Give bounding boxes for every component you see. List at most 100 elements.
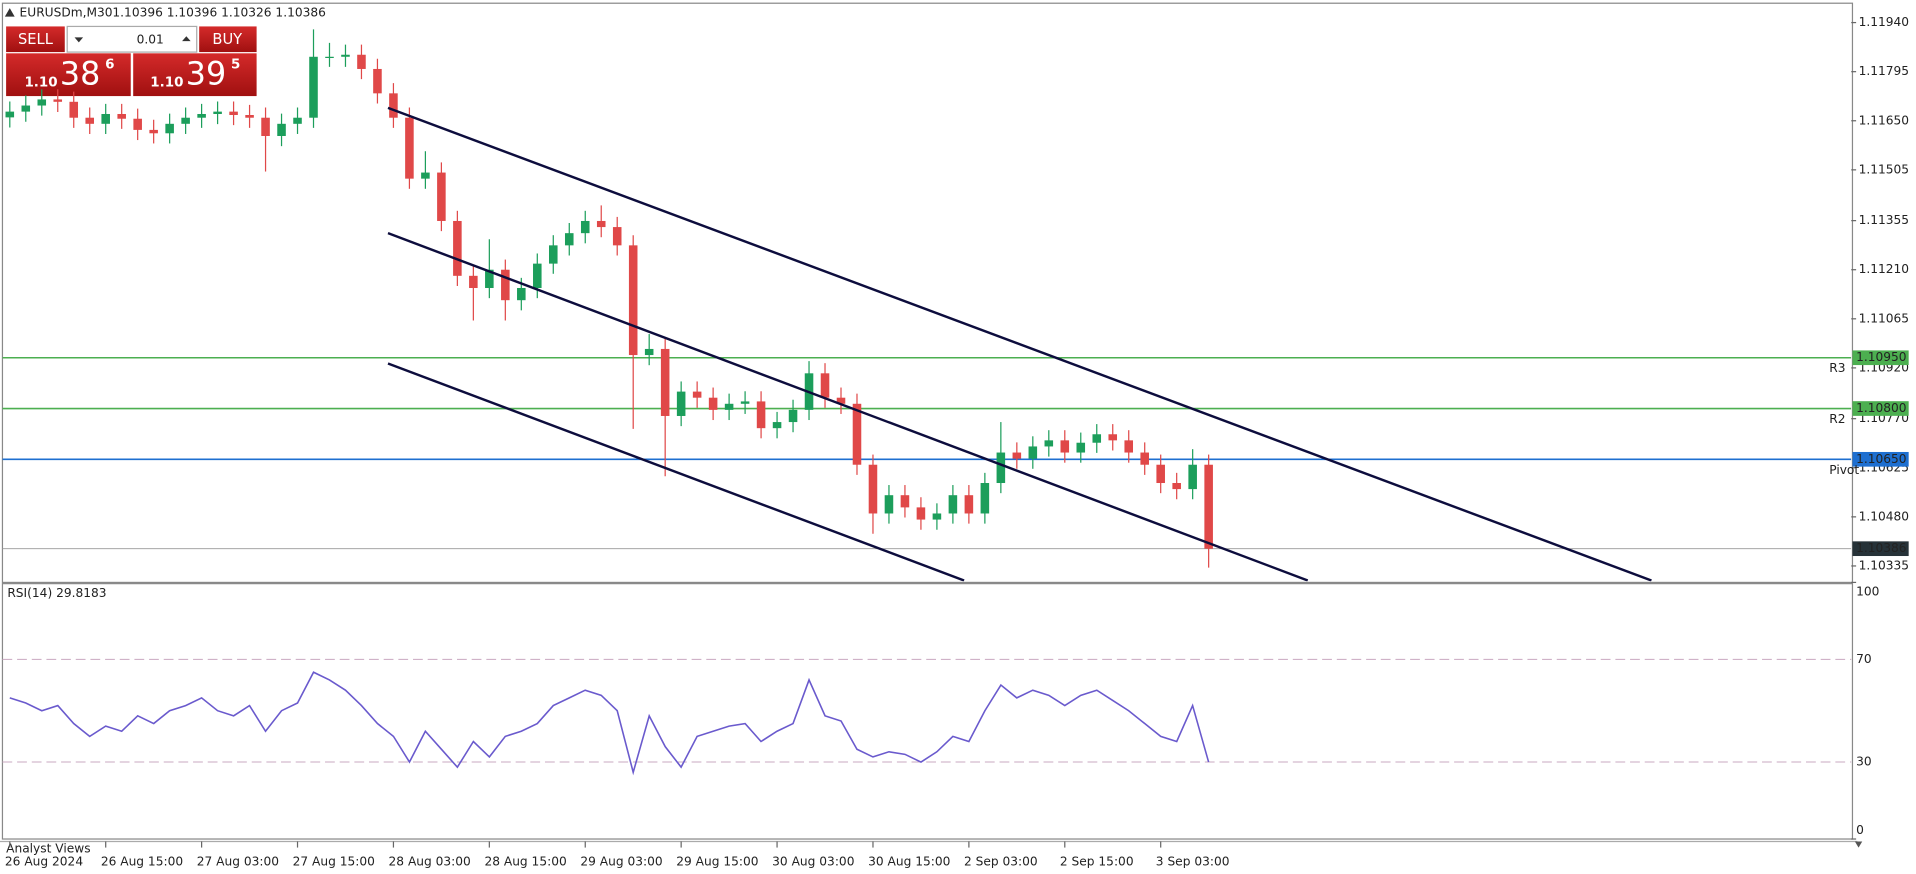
candle-body bbox=[277, 123, 286, 136]
y-tick-label: 1.10480 bbox=[1859, 509, 1909, 523]
candle-body bbox=[69, 101, 79, 118]
candle-body bbox=[916, 507, 926, 520]
candle-body bbox=[1172, 483, 1181, 490]
x-tick-label: 30 Aug 03:00 bbox=[772, 855, 854, 869]
candle-body bbox=[660, 348, 670, 416]
candle-body bbox=[229, 111, 238, 116]
ask-pips: 39 bbox=[186, 56, 226, 92]
lot-input[interactable] bbox=[66, 25, 198, 53]
bid-box[interactable] bbox=[6, 53, 131, 97]
candle-body bbox=[165, 123, 174, 134]
candle-body bbox=[564, 233, 574, 246]
candle-body bbox=[21, 105, 31, 112]
candle-body bbox=[1204, 464, 1213, 549]
candle-body bbox=[533, 263, 542, 289]
y-tick-label: 1.11650 bbox=[1859, 113, 1909, 127]
candle-body bbox=[1124, 440, 1134, 453]
candle-body bbox=[932, 513, 942, 520]
x-tick-label: 29 Aug 03:00 bbox=[580, 855, 662, 869]
candle-body bbox=[437, 172, 446, 221]
lot-up[interactable] bbox=[182, 36, 191, 42]
level-label: 1.10800 bbox=[1856, 401, 1906, 415]
candle-body bbox=[453, 220, 462, 276]
candle-body bbox=[964, 495, 974, 514]
bid-point: 6 bbox=[105, 57, 114, 72]
level-label-box bbox=[1852, 350, 1909, 366]
y-tick-label: 1.11505 bbox=[1859, 162, 1909, 176]
candle-body bbox=[724, 403, 734, 410]
candle-body bbox=[485, 269, 494, 289]
candle-body bbox=[708, 397, 718, 410]
ohlc: 1.10396 1.10396 1.10326 1.10386 bbox=[112, 5, 326, 19]
y-tick-label: 1.11355 bbox=[1859, 213, 1909, 227]
lot-value: 0.01 bbox=[137, 32, 164, 46]
candle-body bbox=[980, 483, 990, 514]
scroll-icon[interactable] bbox=[1854, 841, 1863, 848]
lot-down[interactable] bbox=[74, 37, 84, 43]
level-name: R2 bbox=[1829, 412, 1845, 426]
candle-body bbox=[85, 117, 94, 124]
level-label: 1.10650 bbox=[1856, 452, 1906, 466]
x-tick-label: 26 Aug 15:00 bbox=[101, 855, 183, 869]
price-label-box bbox=[1852, 541, 1909, 557]
candle-body bbox=[628, 245, 638, 356]
y-tick-label: 0 bbox=[1856, 823, 1864, 837]
candle-body bbox=[325, 56, 334, 58]
x-tick-label: 3 Sep 03:00 bbox=[1156, 855, 1230, 869]
candle-body bbox=[309, 56, 318, 118]
trendline bbox=[387, 106, 1652, 582]
candle-body bbox=[245, 115, 254, 118]
y-tick-label: 1.11210 bbox=[1859, 262, 1909, 276]
candle-body bbox=[501, 269, 510, 301]
candle-body bbox=[1076, 442, 1086, 453]
candle-body bbox=[5, 111, 15, 118]
candle-body bbox=[596, 220, 606, 228]
candle-body bbox=[293, 117, 302, 124]
candle-body bbox=[1108, 434, 1118, 441]
candle-body bbox=[1092, 434, 1102, 443]
bid-pips: 38 bbox=[60, 56, 100, 92]
footer-tab[interactable]: Analyst Views bbox=[6, 841, 91, 855]
x-tick-label: 27 Aug 15:00 bbox=[293, 855, 375, 869]
y-tick-label: 1.11795 bbox=[1859, 64, 1909, 78]
y-tick-label: 1.11940 bbox=[1859, 15, 1909, 29]
level-label: 1.10950 bbox=[1856, 350, 1906, 364]
candle-body bbox=[149, 129, 158, 134]
x-tick-label: 2 Sep 03:00 bbox=[964, 855, 1038, 869]
level-label-box bbox=[1852, 401, 1909, 416]
candle-body bbox=[37, 99, 47, 106]
rsi-panel bbox=[1, 583, 1854, 840]
bid-big: 1.10 bbox=[24, 76, 57, 91]
candle-body bbox=[612, 227, 622, 246]
candle-body bbox=[213, 111, 222, 114]
buy-button[interactable] bbox=[199, 26, 257, 53]
candle-body bbox=[1188, 464, 1197, 490]
buy-label: BUY bbox=[212, 31, 242, 48]
x-tick-label: 26 Aug 2024 bbox=[5, 855, 83, 869]
level-name: R3 bbox=[1829, 361, 1845, 375]
y-tick-label: 1.10335 bbox=[1859, 558, 1909, 572]
candle-body bbox=[676, 391, 686, 416]
sell-button[interactable] bbox=[6, 26, 65, 53]
trendline bbox=[387, 362, 965, 582]
x-tick-label: 2 Sep 15:00 bbox=[1060, 855, 1134, 869]
rsi-title: RSI(14) 29.8183 bbox=[7, 586, 106, 600]
candle-body bbox=[421, 172, 430, 179]
ask-box[interactable] bbox=[133, 53, 257, 97]
candle-body bbox=[261, 117, 270, 136]
rsi-line bbox=[9, 671, 1210, 776]
x-tick-label: 28 Aug 03:00 bbox=[389, 855, 471, 869]
candle-body bbox=[1012, 452, 1022, 459]
candle-body bbox=[788, 409, 798, 423]
candle-body bbox=[517, 288, 526, 301]
candle-body bbox=[948, 495, 958, 514]
candle-body bbox=[772, 422, 782, 429]
x-tick-label: 27 Aug 03:00 bbox=[197, 855, 279, 869]
collapse-icon[interactable] bbox=[4, 8, 15, 17]
candle-body bbox=[996, 452, 1006, 484]
candle-body bbox=[1044, 440, 1054, 447]
plot-area bbox=[2, 29, 1852, 582]
trendline bbox=[387, 232, 1309, 582]
candle-body bbox=[836, 397, 846, 404]
